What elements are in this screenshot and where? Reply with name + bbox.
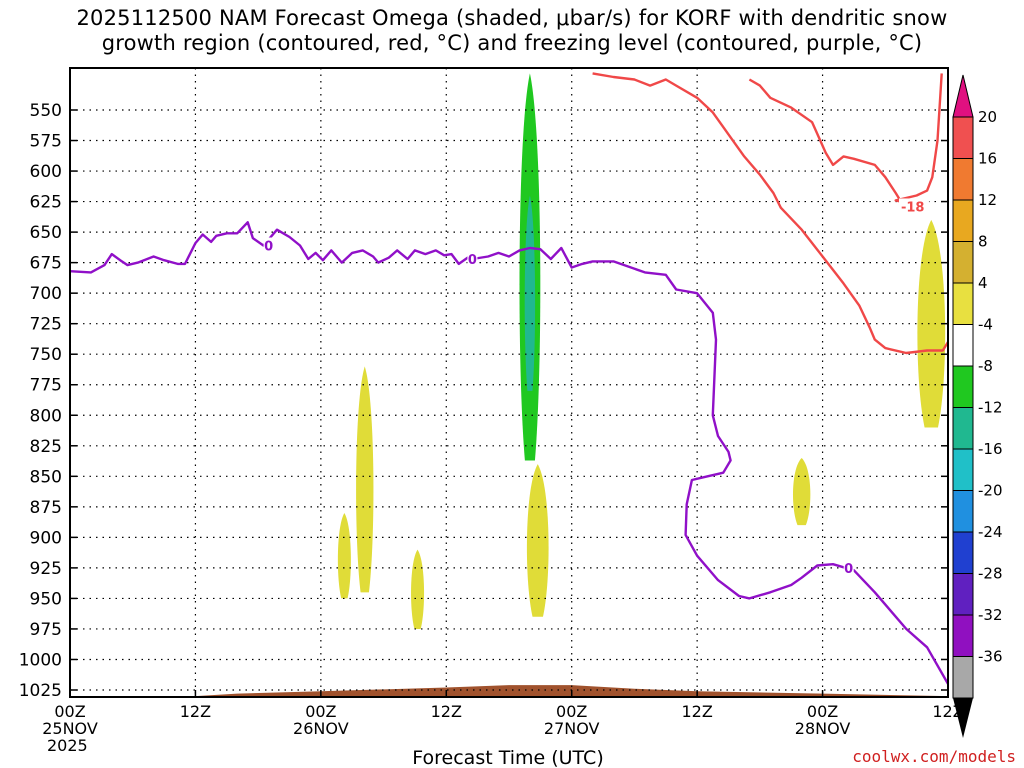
y-tick-label-775: 775 — [30, 376, 62, 396]
y-tick-label-750: 750 — [30, 345, 62, 365]
colorbar-swatch-11 — [952, 573, 974, 616]
colorbar-label-13: -36 — [978, 648, 1003, 666]
axes: 550 575 600 625 650 675 700 725 750 775 800 825 850 8… — [19, 67, 964, 755]
omega-region-2 — [337, 512, 351, 599]
colorbar-swatch-2 — [952, 199, 974, 242]
y-tick-label-675: 675 — [30, 254, 62, 274]
x-axis-label: Forecast Time (UTC) — [412, 747, 603, 768]
colorbar-swatch-3 — [952, 241, 974, 284]
colorbar-swatch-9 — [952, 490, 974, 533]
colorbar-label-11: -28 — [978, 565, 1003, 583]
x-tick-label-72-1: 28NOV — [795, 719, 851, 738]
colorbar-top-arrow — [952, 74, 974, 118]
gridlines — [70, 68, 948, 697]
x-tick-label-0-1: 25NOV — [42, 719, 98, 738]
colorbar-swatch-5 — [952, 324, 974, 367]
y-tick-label-600: 600 — [30, 162, 62, 182]
credit-label: coolwx.com/models — [852, 747, 1016, 766]
omega-region-7 — [917, 219, 946, 428]
contour-label-bg-0 — [263, 237, 274, 252]
colorbar-label-8: -16 — [978, 440, 1003, 458]
colorbar-label-6: -8 — [978, 357, 993, 375]
terrain — [70, 685, 948, 697]
colorbar-swatch-6 — [952, 365, 974, 408]
colorbar-swatch-13 — [952, 656, 974, 699]
y-tick-label-950: 950 — [30, 589, 62, 609]
colorbar-swatch-10 — [952, 531, 974, 574]
omega-shading — [337, 73, 946, 629]
colorbar-label-5: -4 — [978, 316, 993, 334]
x-tick-label-0-0: 00Z — [54, 702, 85, 721]
y-tick-label-800: 800 — [30, 406, 62, 426]
y-tick-label-925: 925 — [30, 559, 62, 579]
x-tick-label-24-1: 26NOV — [293, 719, 349, 738]
contour-line-2 — [748, 73, 943, 203]
title-line-2: growth region (contoured, red, °C) and f… — [101, 31, 923, 55]
x-tick-label-48-0: 00Z — [556, 702, 587, 721]
y-tick-label-1025: 1025 — [19, 681, 62, 701]
y-tick-label-900: 900 — [30, 528, 62, 548]
contour-label-bg-2 — [843, 559, 854, 574]
colorbar-label-0: 20 — [978, 108, 997, 126]
colorbar-swatch-12 — [952, 614, 974, 657]
colorbar-swatch-0 — [952, 116, 974, 159]
colorbar-label-7: -12 — [978, 399, 1003, 417]
colorbar-swatch-4 — [952, 282, 974, 325]
title-line-1: 2025112500 NAM Forecast Omega (shaded, μ… — [76, 6, 948, 30]
y-tick-label-825: 825 — [30, 437, 62, 457]
y-tick-label-725: 725 — [30, 315, 62, 335]
y-tick-label-550: 550 — [30, 101, 62, 121]
plot-frame — [69, 67, 949, 698]
colorbar-label-4: 4 — [978, 274, 988, 292]
contour-label-freezing-0: 0 — [264, 240, 273, 255]
omega-region-1 — [524, 195, 536, 391]
colorbar-label-3: 8 — [978, 233, 988, 251]
omega-region-6 — [792, 458, 811, 526]
omega-region-4 — [411, 549, 425, 629]
contour-label-bg-1 — [467, 250, 478, 265]
x-tick-label-60-0: 12Z — [681, 702, 712, 721]
omega-region-5 — [526, 464, 549, 617]
contour-label-dendritic: -18 — [901, 200, 925, 215]
colorbar-swatch-1 — [952, 158, 974, 201]
colorbar-swatch-7 — [952, 407, 974, 450]
y-tick-label-1000: 1000 — [19, 650, 62, 670]
y-tick-label-875: 875 — [30, 498, 62, 518]
contour-label-bg-red — [898, 198, 929, 213]
y-tick-label-650: 650 — [30, 223, 62, 243]
colorbar-label-10: -24 — [978, 523, 1003, 541]
y-tick-label-850: 850 — [30, 467, 62, 487]
y-tick-label-700: 700 — [30, 284, 62, 304]
x-tick-label-12-0: 12Z — [180, 702, 211, 721]
omega-region-3 — [356, 366, 374, 593]
y-tick-label-625: 625 — [30, 193, 62, 213]
colorbar-bottom-arrow — [953, 698, 973, 738]
contours: 0 0 0 -18 — [69, 72, 950, 685]
contour-line-1 — [592, 72, 950, 355]
y-tick-label-975: 975 — [30, 620, 62, 640]
colorbar: 20 16 12 8 4 -4 -8 -12 -16 -20 -24 -28 -32 -36 — [952, 74, 1003, 738]
colorbar-label-1: 16 — [978, 150, 997, 168]
x-tick-label-24-0: 00Z — [305, 702, 336, 721]
plot-background — [70, 68, 948, 697]
x-tick-label-72-0: 00Z — [807, 702, 838, 721]
x-tick-label-0-2: 2025 — [47, 736, 88, 755]
x-tick-label-48-1: 27NOV — [544, 719, 600, 738]
plot-area — [70, 68, 948, 697]
colorbar-swatch-8 — [952, 448, 974, 491]
terrain-fill — [70, 685, 948, 697]
colorbar-label-12: -32 — [978, 606, 1003, 624]
contour-label-freezing-1: 0 — [468, 253, 477, 268]
x-tick-label-36-0: 12Z — [431, 702, 462, 721]
colorbar-label-2: 12 — [978, 191, 997, 209]
chart-title: 2025112500 NAM Forecast Omega (shaded, μ… — [0, 6, 1024, 56]
contour-label-freezing-2: 0 — [844, 562, 853, 577]
colorbar-label-9: -20 — [978, 482, 1003, 500]
y-tick-label-575: 575 — [30, 132, 62, 152]
